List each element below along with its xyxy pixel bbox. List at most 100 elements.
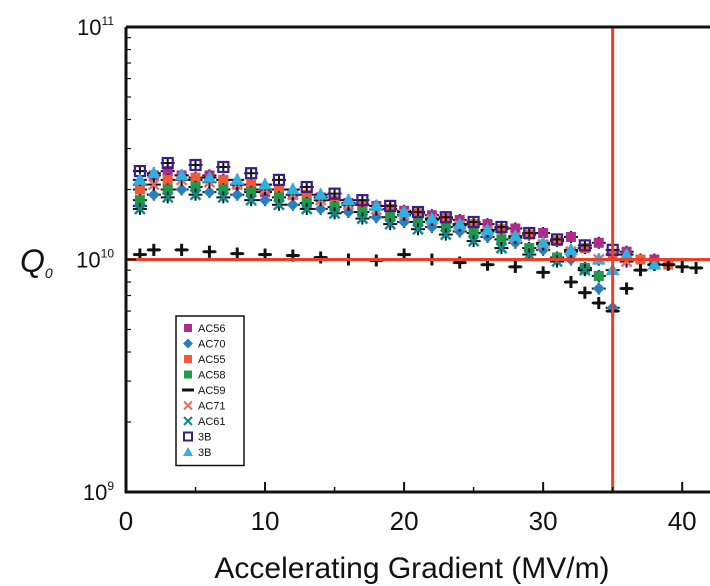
- data-point: [146, 166, 161, 180]
- legend-label: AC56: [198, 323, 226, 335]
- marker-square: [246, 179, 257, 190]
- data-point: [146, 243, 161, 256]
- marker-x-b: [578, 264, 591, 277]
- marker-x-b: [439, 228, 452, 241]
- marker-square: [593, 237, 604, 248]
- data-point: [522, 248, 537, 261]
- data-point: [285, 182, 300, 196]
- data-point: [411, 205, 425, 219]
- marker-diamond: [259, 194, 272, 207]
- data-point: [633, 264, 648, 277]
- legend-label: AC58: [198, 370, 226, 382]
- data-point: [550, 255, 565, 268]
- marker-triangle: [174, 168, 189, 181]
- plot-area: [132, 156, 704, 318]
- legend-item-3b: 3B: [183, 431, 211, 444]
- y-tick-base: 10: [83, 480, 107, 505]
- legend-swatch: [184, 355, 192, 363]
- legend: AC56 AC70 AC55 AC58 AC59 AC71 AC61 3B 3B: [175, 315, 245, 467]
- marker-triangle: [480, 222, 495, 235]
- data-point: [146, 178, 161, 191]
- reference-lines: [126, 27, 710, 492]
- marker-triangle: [202, 170, 217, 183]
- marker-open-square: [523, 226, 536, 240]
- data-point: [369, 198, 384, 212]
- marker-open-square: [550, 233, 564, 246]
- marker-open-square: [245, 167, 258, 180]
- marker-open-square: [578, 239, 591, 252]
- data-point: [550, 233, 565, 246]
- y-tick-label-9: 109: [83, 479, 114, 505]
- y-tick-exponent: 10: [101, 247, 115, 261]
- marker-x-b: [412, 223, 424, 236]
- marker-triangle: [563, 242, 578, 255]
- data-point: [424, 211, 439, 225]
- y-tick-base: 10: [77, 15, 101, 40]
- marker-triangle: [536, 235, 551, 248]
- data-point: [355, 212, 370, 225]
- marker-square: [218, 174, 229, 185]
- legend-label: AC55: [198, 354, 226, 366]
- legend-swatch: [183, 447, 193, 456]
- marker-x-b: [328, 207, 341, 220]
- data-point: [591, 269, 606, 282]
- marker-x-b: [495, 242, 508, 254]
- data-point: [244, 194, 259, 207]
- legend-item-ac58: AC58: [184, 370, 226, 382]
- data-point: [494, 242, 509, 255]
- data-point: [174, 243, 189, 256]
- marker-triangle: [146, 166, 161, 179]
- data-point: [258, 177, 273, 191]
- legend-item-ac56: AC56: [184, 323, 226, 335]
- data-point: [591, 282, 606, 295]
- marker-square: [190, 172, 201, 183]
- data-point: [480, 222, 495, 236]
- marker-square: [246, 187, 257, 198]
- legend-label: AC59: [198, 385, 226, 397]
- data-point: [522, 226, 537, 240]
- marker-triangle: [619, 247, 634, 260]
- series-7-3b: [132, 156, 620, 256]
- data-point: [132, 172, 147, 186]
- data-point: [202, 245, 217, 258]
- y-tick-label-10: 1010: [76, 247, 114, 273]
- series-8-3b: [132, 166, 662, 277]
- marker-x-b: [467, 235, 480, 247]
- data-point: [230, 188, 245, 201]
- marker-open-square: [272, 173, 286, 186]
- data-point: [271, 198, 286, 211]
- marker-x-b: [134, 203, 146, 215]
- marker-square: [162, 166, 173, 177]
- axes: [124, 25, 710, 494]
- marker-open-square: [356, 194, 369, 207]
- data-point: [577, 264, 592, 277]
- data-point: [508, 229, 523, 243]
- marker-triangle: [452, 217, 467, 230]
- marker-square: [162, 184, 173, 195]
- data-point: [438, 228, 453, 241]
- data-point: [591, 296, 606, 309]
- x-tick-label-0: 0: [119, 506, 133, 536]
- marker-square: [593, 270, 604, 281]
- legend-swatch: [183, 338, 193, 349]
- legend-item-ac70: AC70: [183, 338, 226, 351]
- marker-open-square: [384, 199, 397, 213]
- marker-x-b: [273, 198, 285, 211]
- legend-item-ac61: AC61: [183, 416, 226, 428]
- data-point: [202, 170, 217, 184]
- marker-open-square: [189, 158, 202, 172]
- marker-x-b: [189, 188, 202, 201]
- marker-triangle: [313, 187, 328, 200]
- data-point: [563, 276, 578, 289]
- marker-triangle: [647, 257, 662, 270]
- data-point: [689, 261, 704, 274]
- x-tick-label-30: 30: [529, 506, 558, 536]
- marker-square: [273, 192, 284, 203]
- data-point: [494, 220, 509, 234]
- data-point: [160, 156, 175, 170]
- marker-square: [329, 195, 340, 206]
- marker-x-b: [147, 178, 160, 191]
- data-point: [160, 191, 175, 204]
- data-point: [258, 194, 273, 207]
